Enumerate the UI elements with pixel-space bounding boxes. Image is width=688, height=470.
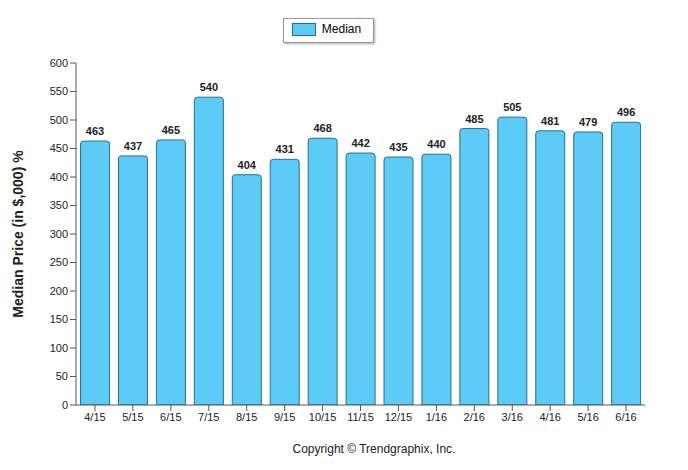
svg-text:540: 540 — [200, 81, 218, 93]
svg-text:4/15: 4/15 — [84, 411, 105, 423]
svg-text:465: 465 — [162, 124, 180, 136]
svg-text:4/16: 4/16 — [539, 411, 560, 423]
svg-text:440: 440 — [427, 138, 445, 150]
svg-text:496: 496 — [617, 106, 635, 118]
svg-text:6/15: 6/15 — [160, 411, 181, 423]
svg-text:11/15: 11/15 — [347, 411, 374, 423]
svg-text:5/16: 5/16 — [577, 411, 598, 423]
svg-text:100: 100 — [50, 342, 68, 354]
svg-text:500: 500 — [50, 114, 68, 126]
svg-text:437: 437 — [124, 140, 142, 152]
svg-text:481: 481 — [541, 115, 559, 127]
svg-text:404: 404 — [238, 159, 257, 171]
svg-text:431: 431 — [276, 143, 294, 155]
svg-text:300: 300 — [50, 228, 68, 240]
svg-text:479: 479 — [579, 116, 597, 128]
svg-text:450: 450 — [50, 142, 68, 154]
svg-text:0: 0 — [62, 399, 68, 411]
svg-text:435: 435 — [389, 141, 407, 153]
svg-text:1/16: 1/16 — [426, 411, 447, 423]
svg-text:150: 150 — [50, 313, 68, 325]
svg-text:6/16: 6/16 — [615, 411, 636, 423]
svg-text:10/15: 10/15 — [309, 411, 337, 423]
svg-text:350: 350 — [50, 199, 68, 211]
svg-text:505: 505 — [503, 101, 521, 113]
svg-text:8/15: 8/15 — [236, 411, 257, 423]
svg-text:550: 550 — [50, 85, 68, 97]
svg-text:12/15: 12/15 — [385, 411, 413, 423]
svg-text:463: 463 — [86, 125, 104, 137]
svg-text:50: 50 — [56, 370, 68, 382]
svg-text:600: 600 — [50, 57, 68, 69]
svg-text:400: 400 — [50, 171, 68, 183]
svg-text:3/16: 3/16 — [502, 411, 523, 423]
svg-text:2/16: 2/16 — [464, 411, 485, 423]
svg-text:7/15: 7/15 — [198, 411, 219, 423]
html-text:Median: Median — [321, 22, 362, 36]
svg-text:442: 442 — [351, 137, 369, 149]
svg-text:200: 200 — [50, 285, 68, 297]
svg-text:485: 485 — [465, 113, 483, 125]
svg-text:9/15: 9/15 — [274, 411, 295, 423]
svg-text:250: 250 — [50, 256, 68, 268]
svg-text:Median Price (in $,000) %: Median Price (in $,000) % — [10, 150, 26, 318]
html-text:Copyright © Trendgraphix, Inc.: Copyright © Trendgraphix, Inc. — [292, 442, 456, 456]
svg-text:5/15: 5/15 — [122, 411, 143, 423]
svg-text:468: 468 — [313, 122, 331, 134]
